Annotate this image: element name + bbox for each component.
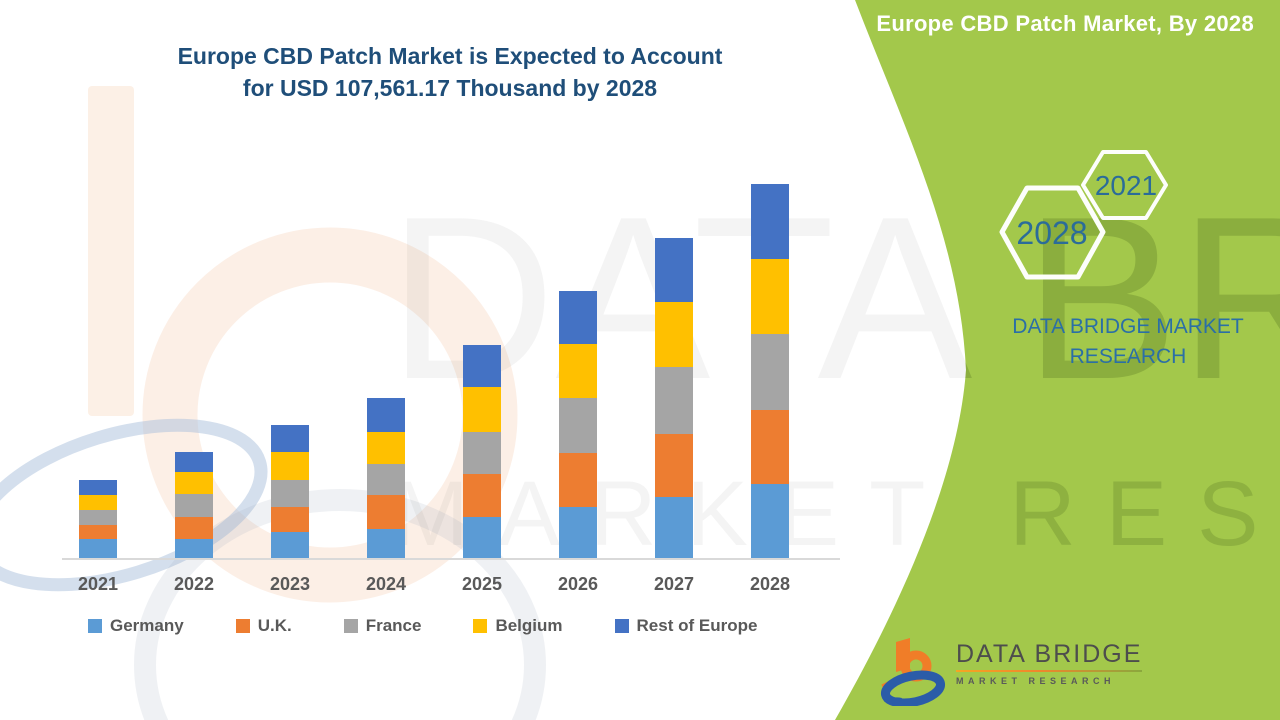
legend-swatch-icon: [343, 619, 358, 633]
bar-segment-france-2026: [559, 397, 597, 453]
legend-item-rest-of-europe: Rest of Europe: [614, 616, 758, 636]
bar-segment-germany-2023: [271, 531, 309, 558]
bar-segment-belgium-2027: [655, 301, 693, 367]
bar-segment-belgium-2025: [463, 386, 501, 432]
legend-label: Rest of Europe: [636, 616, 758, 635]
legend-swatch-icon: [235, 619, 250, 633]
x-axis-label-2028: 2028: [749, 574, 791, 594]
legend-label: U.K.: [257, 616, 292, 635]
legend-label: Belgium: [495, 616, 563, 635]
brand-text-line2: RESEARCH: [1069, 345, 1187, 368]
legend-label: France: [365, 616, 422, 635]
bar-segment-belgium-2022: [175, 471, 213, 494]
bar-segment-rest-of-europe-2025: [463, 344, 501, 387]
bar-segment-rest-of-europe-2028: [751, 183, 789, 259]
bar-segment-germany-2027: [655, 496, 693, 558]
x-axis-label-2027: 2027: [653, 574, 695, 594]
bar-segment-france-2027: [655, 366, 693, 434]
bar-segment-u-k--2024: [367, 495, 405, 529]
bar-segment-rest-of-europe-2026: [559, 291, 597, 344]
x-axis-label-2023: 2023: [269, 574, 311, 594]
bar-segment-rest-of-europe-2024: [367, 397, 405, 432]
x-axis-label-2024: 2024: [365, 574, 407, 594]
databridge-logo-icon: [880, 638, 946, 706]
x-axis-label-2021: 2021: [77, 574, 119, 594]
legend-item-belgium: Belgium: [473, 616, 563, 636]
bar-segment-france-2028: [751, 333, 789, 410]
legend-swatch-icon: [88, 619, 102, 633]
databridge-logo: DATA BRIDGE MARKET RESEARCH: [880, 634, 1143, 706]
chart-title-line1: Europe CBD Patch Market is Expected to A…: [177, 43, 723, 69]
logo-subtitle: MARKET RESEARCH: [956, 676, 1116, 686]
chart-title: Europe CBD Patch Market is Expected to A…: [90, 40, 810, 104]
brand-text-line1: DATA BRIDGE MARKET: [1012, 315, 1244, 338]
bar-segment-france-2022: [175, 493, 213, 517]
bar-segment-u-k--2027: [655, 433, 693, 497]
bar-segment-rest-of-europe-2027: [655, 237, 693, 302]
bar-segment-belgium-2028: [751, 258, 789, 334]
bar-segment-france-2024: [367, 463, 405, 496]
bar-segment-germany-2021: [79, 539, 117, 558]
legend: Germany U.K. France Belgium Rest of Europe: [88, 616, 757, 636]
chart-title-line2: for USD 107,561.17 Thousand by 2028: [242, 75, 658, 101]
bar-segment-rest-of-europe-2023: [271, 425, 309, 452]
bar-segment-belgium-2023: [271, 451, 309, 481]
x-axis-label-2022: 2022: [173, 574, 215, 594]
bar-segment-u-k--2022: [175, 516, 213, 539]
legend-item-germany: Germany: [88, 616, 184, 636]
logo-name: DATA BRIDGE: [956, 640, 1143, 668]
bar-segment-rest-of-europe-2022: [175, 451, 213, 472]
bar-segment-u-k--2021: [79, 525, 117, 540]
x-axis-label-2025: 2025: [461, 574, 503, 594]
bar-segment-u-k--2026: [559, 452, 597, 507]
bar-segment-germany-2025: [463, 516, 501, 558]
bar-segment-france-2023: [271, 480, 309, 507]
bar-segment-germany-2022: [175, 538, 213, 558]
bar-segment-france-2025: [463, 431, 501, 474]
legend-item-u-k-: U.K.: [235, 616, 292, 636]
legend-swatch-icon: [473, 619, 488, 633]
banner-title: Europe CBD Patch Market, By 2028: [876, 11, 1254, 36]
logo-text: DATA BRIDGE MARKET RESEARCH: [956, 640, 1143, 686]
bar-segment-france-2021: [79, 510, 117, 526]
bar-segment-germany-2026: [559, 506, 597, 558]
legend-item-france: France: [343, 616, 422, 636]
bar-segment-germany-2028: [751, 483, 789, 558]
bar-segment-belgium-2026: [559, 343, 597, 398]
bar-segment-u-k--2028: [751, 409, 789, 484]
legend-label: Germany: [110, 616, 184, 635]
bar-segment-rest-of-europe-2021: [79, 479, 117, 496]
bar-segment-germany-2024: [367, 528, 405, 558]
logo-underline: [956, 670, 1143, 672]
bar-segment-u-k--2023: [271, 506, 309, 532]
legend-swatch-icon: [614, 619, 629, 633]
bar-segment-belgium-2024: [367, 431, 405, 464]
brand-text: DATA BRIDGE MARKET RESEARCH: [1000, 312, 1256, 372]
x-axis-label-2026: 2026: [557, 574, 599, 594]
bar-segment-u-k--2025: [463, 473, 501, 517]
bar-segment-belgium-2021: [79, 495, 117, 511]
